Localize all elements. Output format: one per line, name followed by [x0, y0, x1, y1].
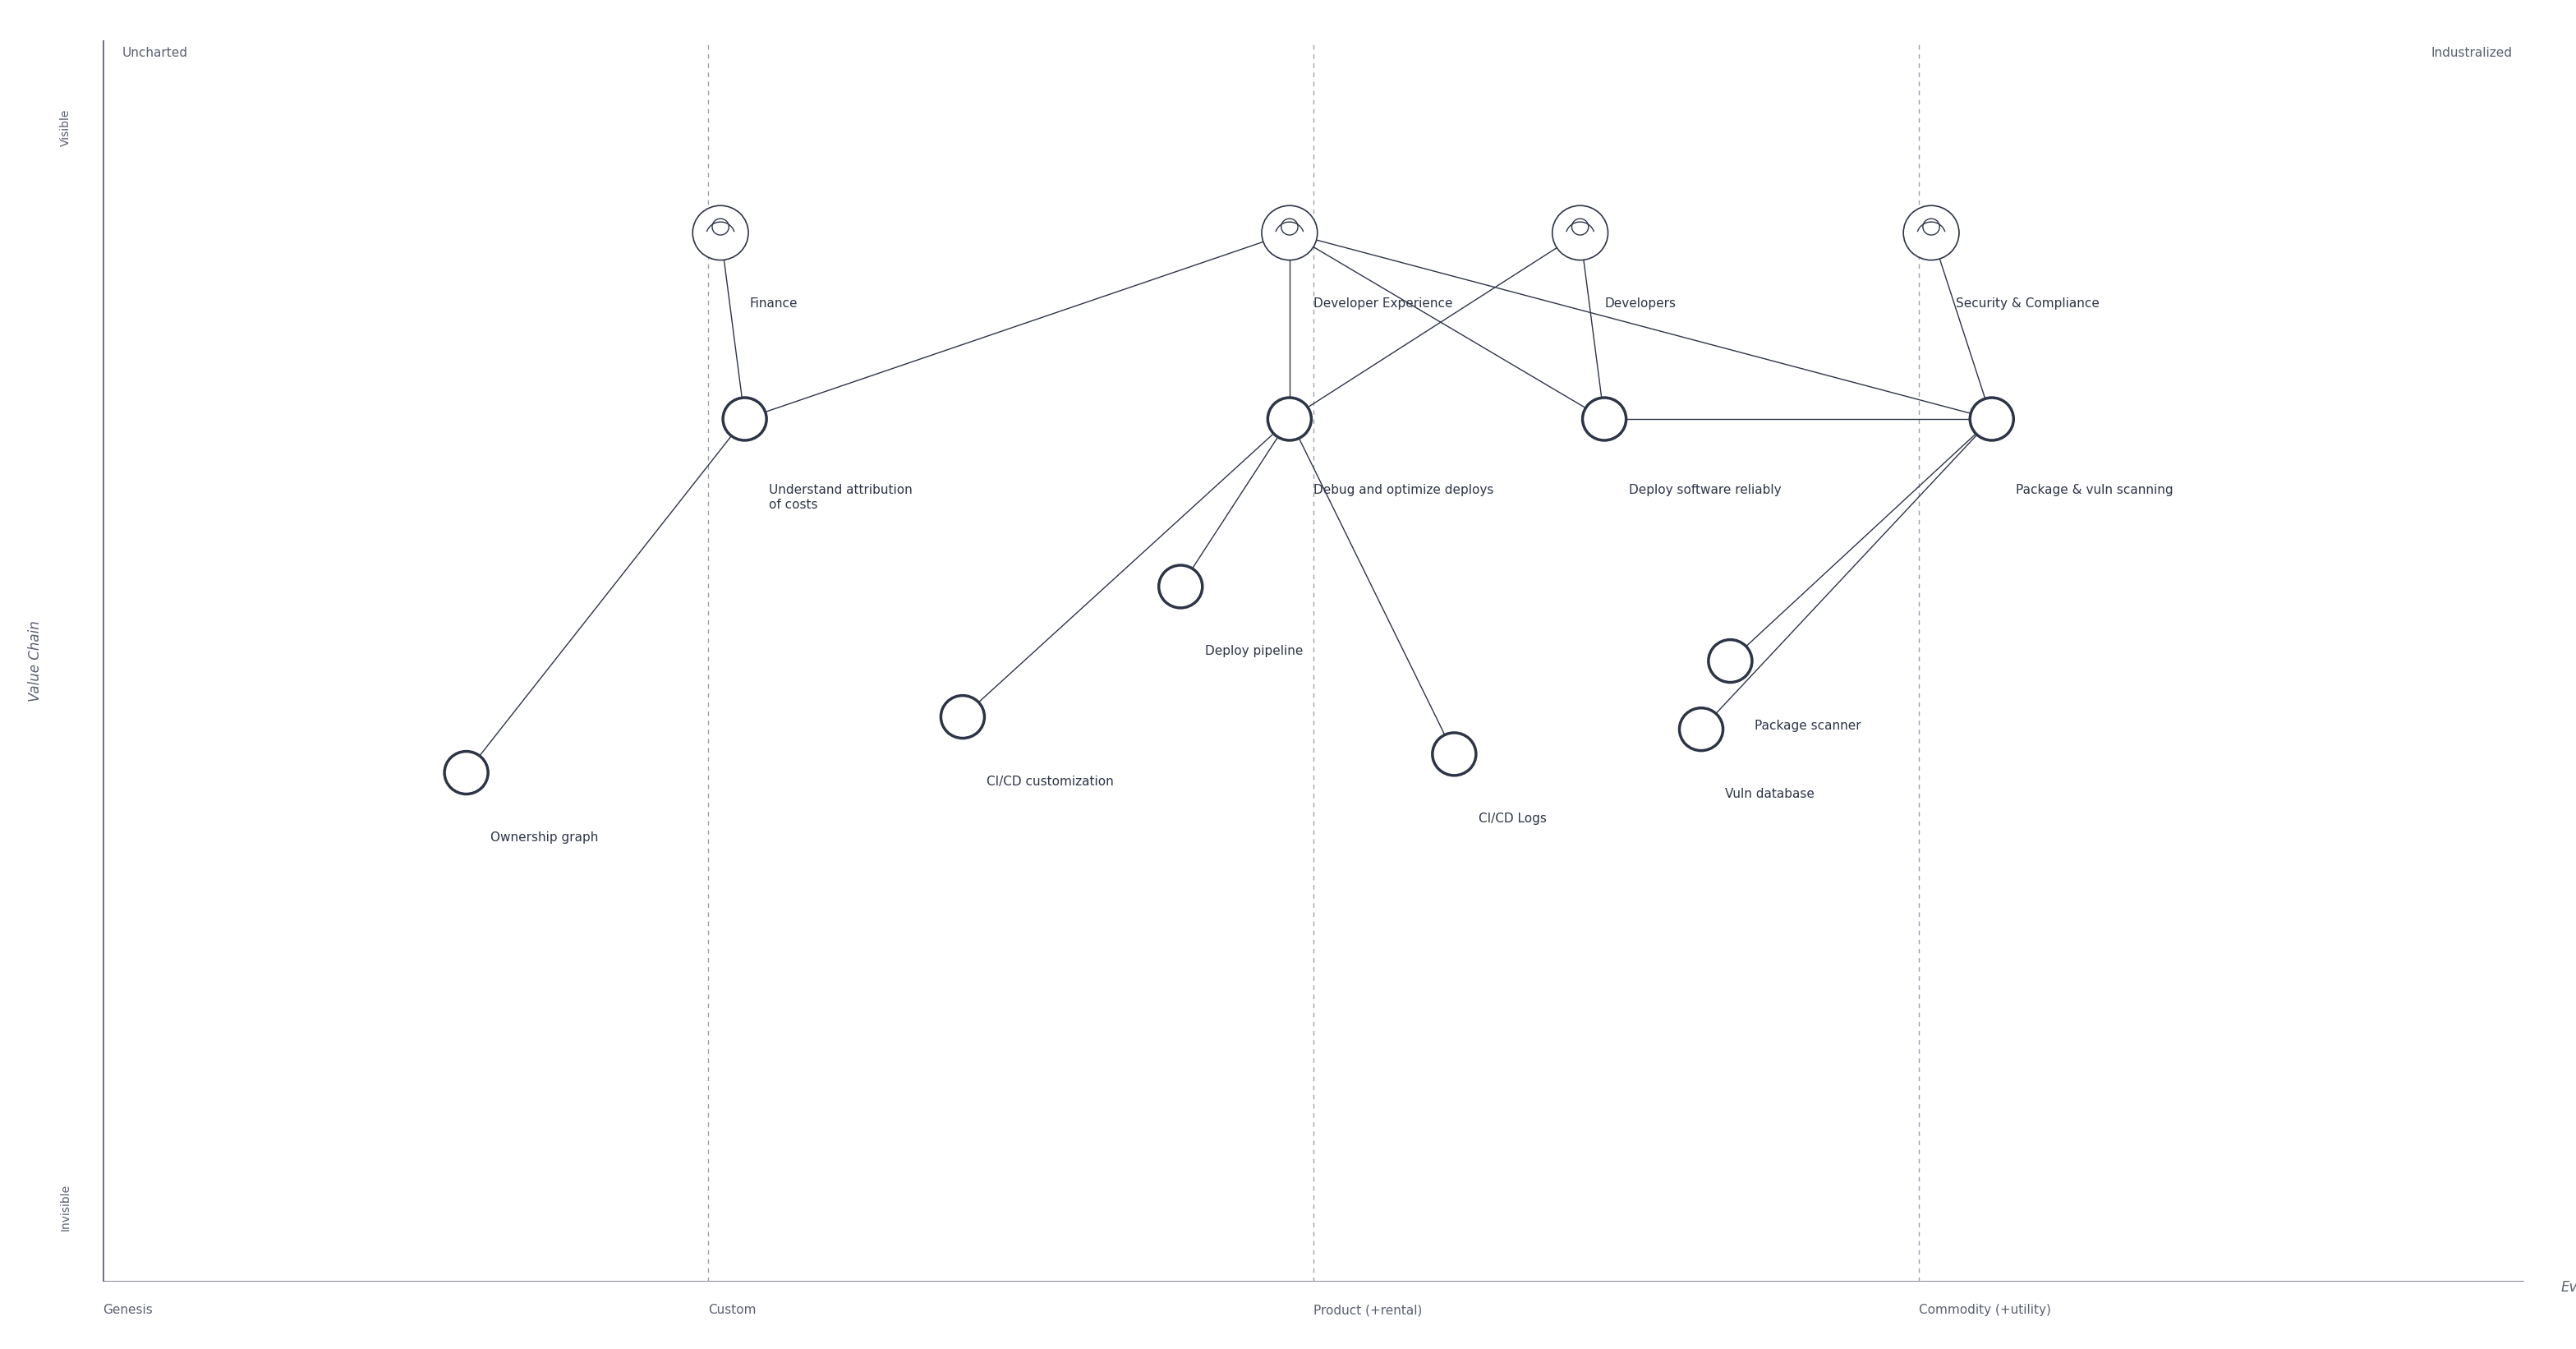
Text: Value Chain: Value Chain — [28, 621, 44, 701]
Ellipse shape — [446, 751, 487, 795]
Text: Genesis: Genesis — [103, 1304, 152, 1317]
Text: Industralized: Industralized — [2432, 47, 2512, 59]
Ellipse shape — [1280, 219, 1298, 235]
Text: Developers: Developers — [1605, 297, 1677, 310]
Ellipse shape — [693, 205, 750, 260]
Text: CI/CD Logs: CI/CD Logs — [1479, 812, 1546, 826]
Text: Understand attribution
of costs: Understand attribution of costs — [768, 484, 912, 511]
Text: Security & Compliance: Security & Compliance — [1955, 297, 2099, 310]
Text: Finance: Finance — [750, 297, 799, 310]
Ellipse shape — [711, 219, 729, 235]
Ellipse shape — [1904, 205, 1960, 260]
Text: Debug and optimize deploys: Debug and optimize deploys — [1314, 484, 1494, 496]
Text: Ownership graph: Ownership graph — [489, 831, 598, 843]
Ellipse shape — [1582, 398, 1625, 440]
Ellipse shape — [1571, 219, 1589, 235]
Text: Product (+rental): Product (+rental) — [1314, 1304, 1422, 1317]
Ellipse shape — [1432, 733, 1476, 776]
Text: Evolution: Evolution — [2561, 1280, 2576, 1295]
Ellipse shape — [724, 398, 768, 440]
Text: Package scanner: Package scanner — [1754, 719, 1860, 733]
Text: Deploy pipeline: Deploy pipeline — [1206, 645, 1303, 657]
Ellipse shape — [1708, 639, 1752, 683]
Ellipse shape — [940, 696, 984, 738]
Text: Custom: Custom — [708, 1304, 757, 1317]
Text: Vuln database: Vuln database — [1726, 788, 1816, 800]
Text: Visible: Visible — [59, 109, 72, 146]
Text: Developer Experience: Developer Experience — [1314, 297, 1453, 310]
Text: Invisible: Invisible — [59, 1183, 72, 1230]
Text: Uncharted: Uncharted — [124, 47, 188, 59]
Text: Deploy software reliably: Deploy software reliably — [1628, 484, 1780, 496]
Text: Commodity (+utility): Commodity (+utility) — [1919, 1304, 2050, 1317]
Ellipse shape — [1971, 398, 2014, 440]
Ellipse shape — [1553, 205, 1607, 260]
Ellipse shape — [1922, 219, 1940, 235]
Ellipse shape — [1680, 708, 1723, 750]
Text: Package & vuln scanning: Package & vuln scanning — [2017, 484, 2174, 496]
Ellipse shape — [1262, 205, 1316, 260]
Ellipse shape — [1267, 398, 1311, 440]
Ellipse shape — [1159, 565, 1203, 608]
Text: CI/CD customization: CI/CD customization — [987, 776, 1113, 788]
